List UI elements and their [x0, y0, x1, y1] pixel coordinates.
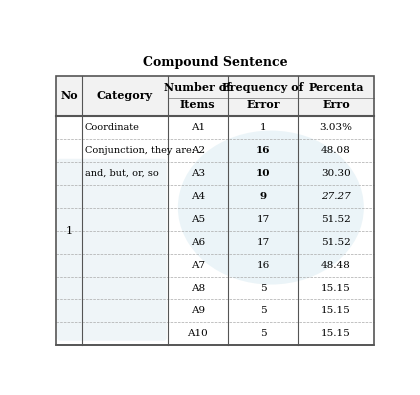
Text: Category: Category — [97, 90, 153, 102]
FancyBboxPatch shape — [57, 159, 167, 341]
Text: 15.15: 15.15 — [321, 329, 351, 339]
Text: Percenta: Percenta — [308, 82, 364, 92]
Text: 51.52: 51.52 — [321, 238, 351, 246]
Text: A6: A6 — [191, 238, 205, 246]
Text: 48.08: 48.08 — [321, 146, 351, 155]
Text: A4: A4 — [191, 192, 205, 201]
Text: 15.15: 15.15 — [321, 307, 351, 316]
Text: 5: 5 — [260, 329, 266, 339]
Text: A1: A1 — [191, 123, 205, 132]
Text: A3: A3 — [191, 169, 205, 178]
Text: 10: 10 — [256, 169, 270, 178]
Text: Items: Items — [180, 99, 215, 110]
Text: Coordinate: Coordinate — [85, 123, 140, 132]
Bar — [56, 76, 374, 116]
Text: No: No — [60, 90, 78, 102]
Text: 1: 1 — [66, 226, 73, 236]
Text: A5: A5 — [191, 215, 205, 224]
Text: 1: 1 — [260, 123, 266, 132]
Text: A9: A9 — [191, 307, 205, 316]
Text: A7: A7 — [191, 261, 205, 269]
Text: Compound Sentence: Compound Sentence — [143, 56, 288, 69]
Text: A2: A2 — [191, 146, 205, 155]
Text: 16: 16 — [256, 261, 270, 269]
Text: 27.27: 27.27 — [321, 192, 351, 201]
Text: 17: 17 — [256, 215, 270, 224]
Text: 48.48: 48.48 — [321, 261, 351, 269]
Text: 16: 16 — [256, 146, 270, 155]
Text: Conjunction, they are:: Conjunction, they are: — [85, 146, 195, 155]
Text: A8: A8 — [191, 284, 205, 293]
Text: and, but, or, so: and, but, or, so — [85, 169, 159, 178]
Text: Erro: Erro — [322, 99, 350, 110]
Bar — [56, 76, 374, 345]
Text: 51.52: 51.52 — [321, 215, 351, 224]
Text: 17: 17 — [256, 238, 270, 246]
Text: 5: 5 — [260, 307, 266, 316]
Text: 3.03%: 3.03% — [320, 123, 352, 132]
Text: Number of: Number of — [164, 82, 231, 92]
Text: A10: A10 — [187, 329, 208, 339]
Text: 15.15: 15.15 — [321, 284, 351, 293]
Text: Frequency of: Frequency of — [222, 82, 304, 92]
Text: Error: Error — [246, 99, 280, 110]
Text: 9: 9 — [260, 192, 266, 201]
Text: 30.30: 30.30 — [321, 169, 351, 178]
Text: 5: 5 — [260, 284, 266, 293]
Ellipse shape — [178, 131, 364, 284]
